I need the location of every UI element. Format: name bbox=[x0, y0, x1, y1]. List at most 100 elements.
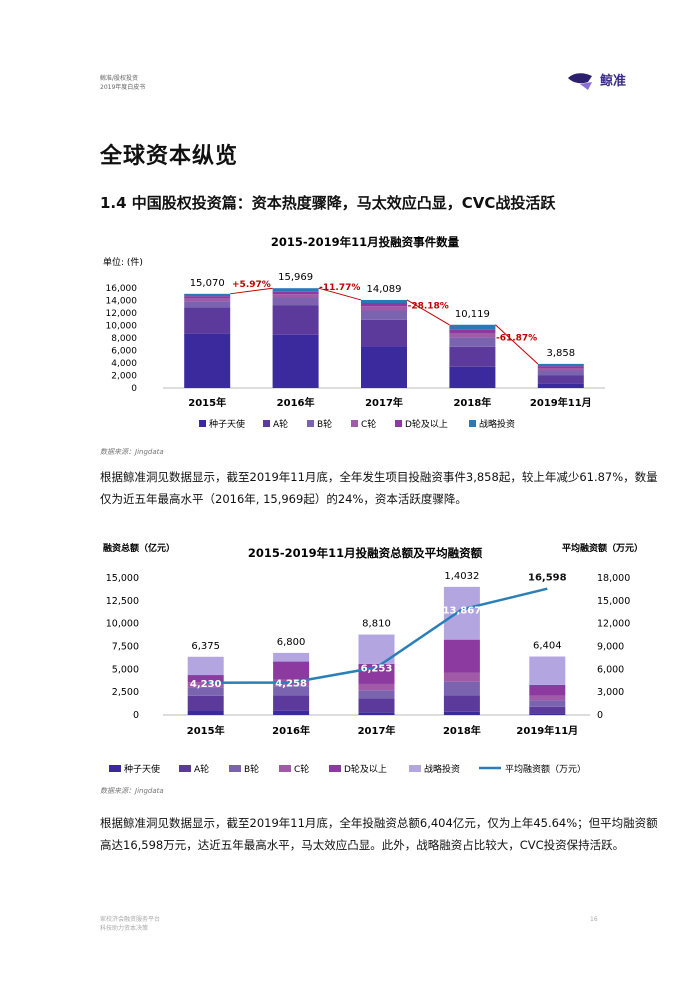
chart2-y2tick: 6,000 bbox=[597, 664, 624, 675]
chart2-bar-3 bbox=[187, 682, 224, 688]
financing-amount-chart: 融资总额（亿元） 2015-2019年11月投融资总额及平均融资额平均融资额（万元… bbox=[103, 542, 643, 775]
chart2-legend-label: D轮及以上 bbox=[344, 763, 387, 775]
chart2-legend-line-label: 平均融资额（万元） bbox=[505, 763, 586, 775]
chart2-bar-0 bbox=[443, 711, 480, 715]
chart1-change-line bbox=[406, 299, 450, 326]
chart1-change-line bbox=[230, 287, 273, 295]
chart2-total-label: 6,404 bbox=[533, 641, 562, 652]
chart1-bar-4 bbox=[537, 366, 584, 368]
chart1-ytick: 6,000 bbox=[111, 347, 137, 357]
chart1-legend-label: A轮 bbox=[273, 418, 288, 430]
chart2-legend-swatch bbox=[279, 765, 291, 772]
chart1-bar-1 bbox=[361, 319, 407, 347]
chart2-bar-1 bbox=[443, 695, 480, 712]
chart2-avg-label: 16,598 bbox=[528, 573, 567, 584]
chart2-total-label: 8,810 bbox=[362, 619, 391, 630]
chart1-bar-1 bbox=[449, 346, 496, 367]
chart1-bar-3 bbox=[272, 294, 319, 298]
chart1-legend-swatch bbox=[351, 420, 358, 427]
chart1-xtick: 2017年 bbox=[365, 396, 403, 409]
brand-logo: 鲸准 bbox=[566, 68, 626, 90]
chart2-avg-label: 13,867 bbox=[443, 605, 482, 616]
chart1-legend-swatch bbox=[395, 420, 402, 427]
chart1-change-line bbox=[318, 287, 362, 301]
chart2-bar-1 bbox=[273, 695, 310, 711]
chart1-total-label: 15,070 bbox=[190, 278, 225, 289]
chart2-avg-label: 6,253 bbox=[361, 663, 393, 674]
chart1-bar-5 bbox=[361, 299, 407, 303]
chart1-bar-2 bbox=[361, 310, 407, 320]
chart1-bar-0 bbox=[272, 334, 319, 388]
chart2-y2tick: 12,000 bbox=[597, 619, 630, 630]
chart1-total-label: 14,089 bbox=[367, 284, 402, 295]
chart1-bar-0 bbox=[537, 383, 584, 388]
chart2-ytick: 0 bbox=[133, 710, 139, 721]
chart2-bar-5 bbox=[273, 652, 310, 662]
chart1-bar-0 bbox=[184, 333, 231, 388]
chart2-bar-4 bbox=[187, 675, 224, 683]
chart1-ytick: 12,000 bbox=[106, 309, 138, 319]
chart2-ylabel: 融资总额（亿元） bbox=[103, 542, 175, 554]
chart2-bar-2 bbox=[187, 687, 224, 696]
chart2-bar-0 bbox=[358, 712, 395, 715]
chart1-legend-label: 战略投资 bbox=[479, 418, 515, 430]
chart1-title: 2015-2019年11月投融资事件数量 bbox=[271, 235, 460, 249]
chart1-bar-5 bbox=[449, 324, 496, 330]
chart2-bar-3 bbox=[443, 672, 480, 682]
chart2-bar-2 bbox=[358, 690, 395, 699]
chart1-bar-2 bbox=[272, 298, 319, 306]
chart2-bar-2 bbox=[529, 700, 566, 707]
chart1-bar-2 bbox=[184, 301, 231, 308]
chart2-legend-label: B轮 bbox=[244, 763, 259, 775]
header-line2: 2019年度白皮书 bbox=[100, 84, 146, 91]
chart2-xtick: 2018年 bbox=[443, 724, 481, 737]
chart2-ytick: 10,000 bbox=[106, 619, 139, 630]
chart1-ytick: 0 bbox=[131, 384, 137, 394]
chart2-bar-1 bbox=[358, 698, 395, 713]
chart1-change-line bbox=[495, 324, 539, 365]
chart2-bar-4 bbox=[273, 661, 310, 680]
chart1-change-label: -11.77% bbox=[319, 283, 360, 293]
chart1-xtick: 2016年 bbox=[277, 396, 315, 409]
chart2-y2tick: 9,000 bbox=[597, 642, 624, 653]
page-number: 16 bbox=[590, 916, 598, 923]
chart2-legend-swatch bbox=[109, 765, 121, 772]
chart2-legend-label: A轮 bbox=[194, 763, 209, 775]
chart1-bar-3 bbox=[361, 306, 407, 311]
chart1-bar-3 bbox=[449, 333, 496, 338]
chart1-bar-3 bbox=[184, 298, 231, 302]
chart2-bar-4 bbox=[443, 639, 480, 673]
chart2-y2tick: 0 bbox=[597, 710, 603, 721]
chart1-ytick: 4,000 bbox=[111, 359, 137, 369]
chart2-legend-swatch bbox=[179, 765, 191, 772]
paragraph-2: 根据鲸准洞见数据显示，截至2019年11月底，全年投融资总额6,404亿元，仅为… bbox=[100, 816, 658, 852]
chart2-bar-5 bbox=[187, 656, 224, 676]
footer-line2: 科技助力资本决策 bbox=[100, 925, 149, 932]
chart2-y2tick: 3,000 bbox=[597, 687, 624, 698]
chart2-ytick: 12,500 bbox=[106, 596, 139, 607]
chart2-bar-1 bbox=[529, 706, 566, 714]
chart1-bar-5 bbox=[537, 363, 584, 367]
chart1-legend-swatch bbox=[307, 420, 314, 427]
chart1-bar-4 bbox=[272, 291, 319, 295]
chart2-ytick: 5,000 bbox=[112, 664, 139, 675]
chart1-legend-label: C轮 bbox=[361, 418, 376, 430]
chart2-title: 2015-2019年11月投融资总额及平均融资额 bbox=[248, 546, 483, 560]
chart2-bar-0 bbox=[529, 713, 566, 715]
chart2-xtick: 2019年11月 bbox=[516, 724, 578, 737]
chart1-ytick: 16,000 bbox=[106, 284, 138, 294]
chart1-legend-swatch bbox=[199, 420, 206, 427]
chart2-legend-swatch bbox=[229, 765, 241, 772]
header-line1: 鲸准/股权投资 bbox=[100, 75, 139, 82]
chart1-total-label: 15,969 bbox=[278, 272, 313, 283]
chart1-change-label: -61.87% bbox=[496, 333, 537, 343]
chart2-bar-5 bbox=[529, 656, 566, 685]
chart1-bar-1 bbox=[184, 307, 231, 334]
chart2-avg-label: 4,230 bbox=[190, 679, 222, 690]
chart1-bar-1 bbox=[537, 375, 584, 384]
chart2-bar-3 bbox=[358, 683, 395, 691]
chart2-avg-line bbox=[205, 587, 548, 685]
chart2-y2tick: 15,000 bbox=[597, 596, 630, 607]
chart2-legend-label: 种子天使 bbox=[124, 763, 160, 775]
